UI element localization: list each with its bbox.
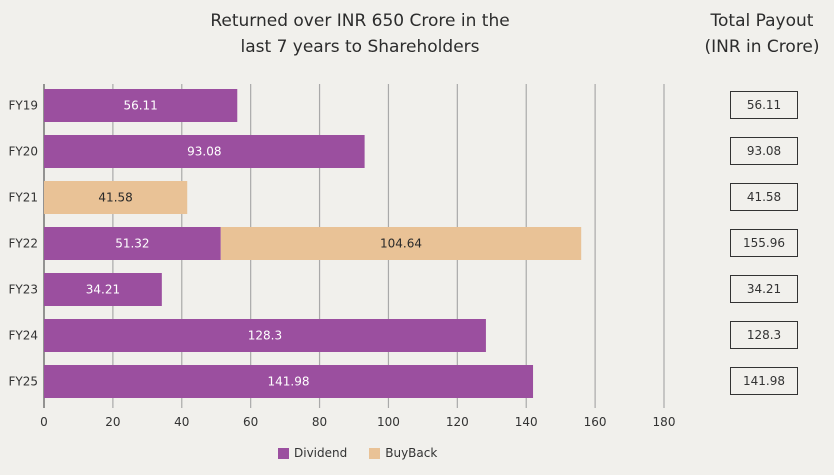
x-tick-label-60: 60 xyxy=(243,415,258,429)
chart-title: Returned over INR 650 Crore in the last … xyxy=(160,8,560,60)
bar-dividend-fy19 xyxy=(44,89,238,122)
y-tick-label-fy22: FY22 xyxy=(8,237,38,251)
y-tick-label-fy21: FY21 xyxy=(8,191,38,205)
y-tick-label-fy19: FY19 xyxy=(8,99,38,113)
x-tick-label-80: 80 xyxy=(312,415,327,429)
y-tick-label-fy25: FY25 xyxy=(8,375,38,389)
legend-item-dividend: Dividend xyxy=(278,446,347,460)
data-label-dividend-fy20: 93.08 xyxy=(187,145,221,159)
legend-item-buyback: BuyBack xyxy=(369,446,437,460)
legend-label-buyback: BuyBack xyxy=(385,446,438,460)
totals-title-line-2: (INR in Crore) xyxy=(704,37,820,57)
data-label-buyback-fy21: 41.58 xyxy=(98,191,132,205)
bar-dividend-fy24 xyxy=(44,319,486,352)
bar-dividend-fy22 xyxy=(44,227,221,260)
data-label-dividend-fy19: 56.11 xyxy=(123,99,157,113)
x-tick-label-0: 0 xyxy=(40,415,48,429)
x-tick-label-100: 100 xyxy=(377,415,400,429)
x-tick-label-160: 160 xyxy=(584,415,607,429)
y-tick-label-fy20: FY20 xyxy=(8,145,38,159)
bar-dividend-fy20 xyxy=(44,135,365,168)
bar-buyback-fy21 xyxy=(44,181,188,214)
legend-swatch-dividend xyxy=(278,447,289,459)
total-box-fy20: 93.08 xyxy=(730,137,798,165)
bar-buyback-fy22 xyxy=(220,227,582,260)
legend-label-dividend: Dividend xyxy=(294,446,348,460)
total-box-fy25: 141.98 xyxy=(730,367,798,395)
data-label-dividend-fy24: 128.3 xyxy=(248,329,282,343)
bar-dividend-fy23 xyxy=(44,273,162,306)
chart-title-line-2: last 7 years to Shareholders xyxy=(240,37,480,57)
totals-title: Total Payout (INR in Crore) xyxy=(690,8,834,60)
total-box-fy24: 128.3 xyxy=(730,321,798,349)
x-tick-label-40: 40 xyxy=(174,415,189,429)
x-tick-label-180: 180 xyxy=(653,415,676,429)
x-tick-label-140: 140 xyxy=(515,415,538,429)
data-label-dividend-fy23: 34.21 xyxy=(86,283,120,297)
total-box-fy19: 56.11 xyxy=(730,91,798,119)
totals-title-line-1: Total Payout xyxy=(710,11,814,31)
bar-dividend-fy25 xyxy=(44,365,534,398)
total-box-fy21: 41.58 xyxy=(730,183,798,211)
x-tick-label-120: 120 xyxy=(446,415,469,429)
y-tick-label-fy24: FY24 xyxy=(8,329,38,343)
y-tick-label-fy23: FY23 xyxy=(8,283,38,297)
data-label-buyback-fy22: 104.64 xyxy=(380,237,422,251)
chart-title-line-1: Returned over INR 650 Crore in the xyxy=(210,11,510,31)
data-label-dividend-fy25: 141.98 xyxy=(268,375,310,389)
x-tick-label-20: 20 xyxy=(105,415,120,429)
total-box-fy22: 155.96 xyxy=(730,229,798,257)
data-label-dividend-fy22: 51.32 xyxy=(115,237,149,251)
legend: Dividend BuyBack xyxy=(278,446,459,460)
legend-swatch-buyback xyxy=(369,447,381,459)
total-box-fy23: 34.21 xyxy=(730,275,798,303)
